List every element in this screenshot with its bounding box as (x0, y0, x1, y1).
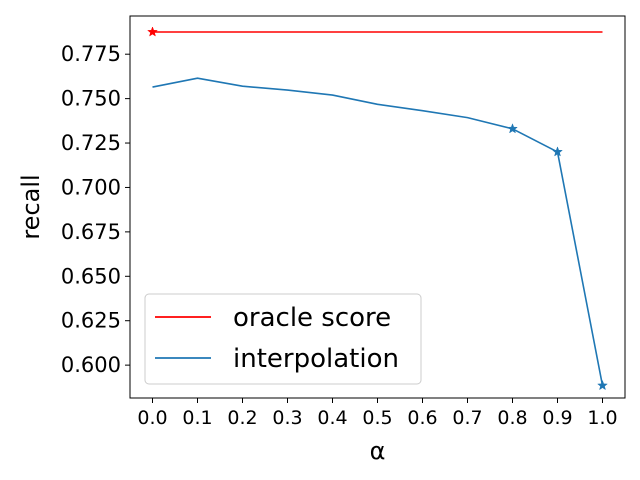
legend-label: oracle score (233, 303, 391, 333)
point-marker-interpolation (597, 379, 608, 391)
x-tick-label: 1.0 (587, 407, 617, 429)
legend-box (144, 293, 422, 385)
x-tick-label: 0.3 (272, 407, 302, 429)
x-tick-label: 0.0 (137, 407, 167, 429)
y-axis-title: recall (17, 174, 45, 239)
y-tick-label: 0.775 (61, 42, 121, 66)
y-axis: 0.600 0.625 0.650 0.675 0.700 0.725 0.750 0.775 (61, 42, 130, 377)
plot-marks (147, 26, 608, 391)
y-tick-label: 0.625 (61, 309, 121, 333)
y-tick-label: 0.650 (61, 264, 121, 288)
y-tick-label: 0.600 (61, 353, 121, 377)
point-marker-oracle-score (147, 26, 158, 37)
x-axis: 0.0 0.1 0.2 0.3 0.4 0.5 0.6 0.7 0.8 0.9 1.0 (137, 398, 618, 429)
x-tick-label: 0.5 (362, 407, 392, 429)
x-tick-label: 0.4 (317, 407, 347, 429)
x-tick-label: 0.1 (182, 407, 212, 429)
point-marker-interpolation (507, 123, 518, 134)
x-tick-label: 0.8 (497, 407, 527, 429)
series-line-interpolation (152, 77, 604, 386)
y-tick-label: 0.750 (61, 87, 121, 111)
legend-label: interpolation (233, 344, 399, 374)
x-tick-label: 0.2 (227, 407, 257, 429)
point-marker-interpolation (552, 146, 563, 157)
x-tick-label: 0.9 (542, 407, 572, 429)
y-tick-label: 0.675 (61, 220, 121, 244)
y-tick-label: 0.725 (61, 131, 121, 155)
y-tick-label: 0.700 (61, 175, 121, 199)
x-axis-title: α (370, 437, 386, 465)
legend: oracle score interpolation (144, 293, 422, 385)
x-tick-label: 0.6 (407, 407, 437, 429)
x-tick-label: 0.7 (452, 407, 482, 429)
